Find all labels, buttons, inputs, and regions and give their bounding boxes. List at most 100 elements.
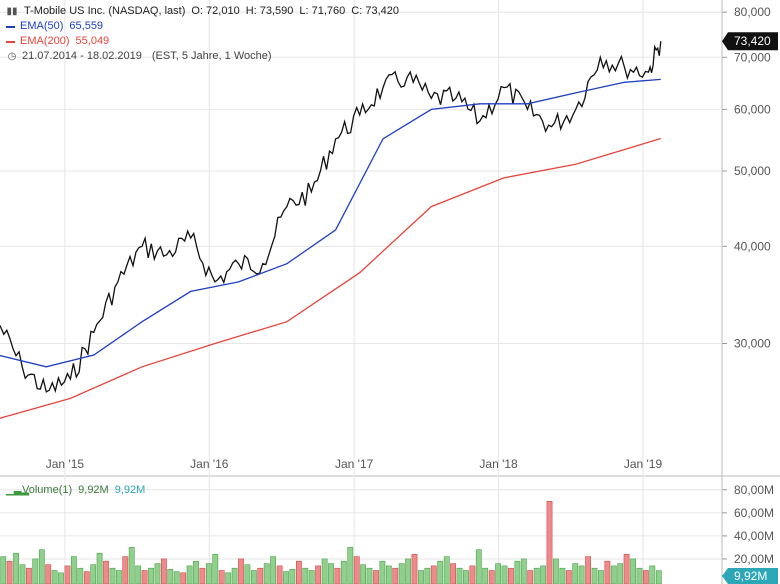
volume-bar [649,565,656,584]
volume-bar [270,556,276,584]
volume-bar [552,558,559,584]
last-volume-tag-label: 9,92M [734,569,767,583]
volume-value-2: 9,92M [114,484,146,496]
time-tick-label: Jan '15 [46,457,85,471]
price-plot [0,41,662,419]
volume-bar [244,564,251,584]
volume-bar [251,570,257,584]
volume-bar [411,553,418,584]
volume-bar [398,563,405,584]
ema200-value: 55,049 [75,35,110,47]
volume-bar [58,572,64,584]
volume-bar [559,567,566,584]
time-tick-label: Jan '18 [479,457,518,471]
volume-bar [116,570,122,584]
volume-bar [450,563,456,584]
price-legend: ▮▮ T-Mobile US Inc. (NASDAQ, last) O: 72… [6,4,405,64]
volume-bar [103,560,109,584]
ema200-swatch [6,40,15,43]
time-tick-label: Jan '17 [335,457,374,471]
volume-bar [565,570,572,584]
volume-bar [340,560,347,584]
last-price-tag [722,32,778,51]
volume-bar [186,565,193,584]
ema50-swatch [6,25,15,28]
volume-bar [655,570,662,584]
volume-bar [456,567,463,584]
volume-tick-label: 40,00M [734,529,774,543]
volume-bar [231,567,238,584]
volume-bar [109,567,116,584]
volume-bar [328,563,334,584]
price-tick-label: 70,000 [734,50,771,64]
volume-bar [540,565,546,584]
volume-bar [212,553,219,584]
price-tick-label: 60,000 [734,102,771,116]
volume-bar [572,563,579,584]
ema200-label: EMA(200) [20,35,70,47]
volume-bar [51,570,58,584]
series-price-line [0,41,662,394]
series-ema200-line [0,137,661,419]
volume-bar [353,556,360,584]
volume-bar [6,560,13,584]
volume-bar [173,571,180,584]
volume-tick-label: 60,00M [734,506,774,520]
ema50-value: 65,559 [69,20,104,32]
volume-label: Volume(1) [22,484,73,496]
ema200-row: EMA(200) 55,049 [6,34,405,49]
volume-bars-icon: ▁▃▂ [6,485,30,496]
volume-bar [161,558,167,584]
open-value: O: 72,010 [191,5,240,17]
series-ema50-line [0,78,661,368]
volume-bar [13,552,19,584]
volume-bar [520,558,527,584]
volume-bar [206,563,212,584]
volume-legend: ▁▃▂ Volume(1) 9,92M 9,92M [6,483,145,498]
volume-bar [495,563,501,584]
volume-bar [19,564,26,584]
time-tick-label: Jan '19 [624,457,663,471]
volume-bar [636,567,643,584]
volume-bar [96,552,103,584]
volume-bar [154,563,161,584]
ema50-label: EMA(50) [20,20,64,32]
volume-bar [610,565,617,584]
volume-bar [443,556,450,584]
volume-bar [283,571,289,584]
low-value: L: 71,760 [299,5,346,17]
volume-bar [25,567,32,584]
volume-bar [71,556,77,584]
volume-bar [225,572,232,584]
volume-bar [276,565,283,584]
volume-bar [463,570,469,584]
volume-bar [533,567,540,584]
volume-bar [315,565,321,584]
volume-bar [385,565,392,584]
volume-bar [405,558,411,584]
volume-bar [591,567,598,584]
price-tick-label: 40,000 [734,239,771,253]
volume-bar [199,567,206,584]
volume-bar [0,556,7,584]
candlestick-icon: ▮▮ [6,6,18,17]
volume-bar [617,563,624,584]
volume-bar [193,560,199,584]
volume-bar [308,570,315,584]
volume-value-1: 9,92M [78,484,109,496]
axes: 30,000 40,000 50,000 60,000 70,000 80,000 Jan … [46,5,778,584]
price-tick-label: 50,000 [734,164,771,178]
volume-bar [38,549,45,584]
volume-bar [334,567,341,584]
volume-bar [45,564,52,584]
volume-bar [475,549,482,584]
volume-bar [122,556,129,584]
volume-tick-label: 20,00M [734,552,774,566]
volume-bar [347,547,354,584]
volume-tick-label: 80,00M [734,483,774,497]
volume-bar [482,567,489,584]
volume-bar [469,565,476,584]
chart-title: T-Mobile US Inc. (NASDAQ, last) [24,5,186,17]
volume-bar [546,500,553,584]
volume-bar [585,556,591,584]
